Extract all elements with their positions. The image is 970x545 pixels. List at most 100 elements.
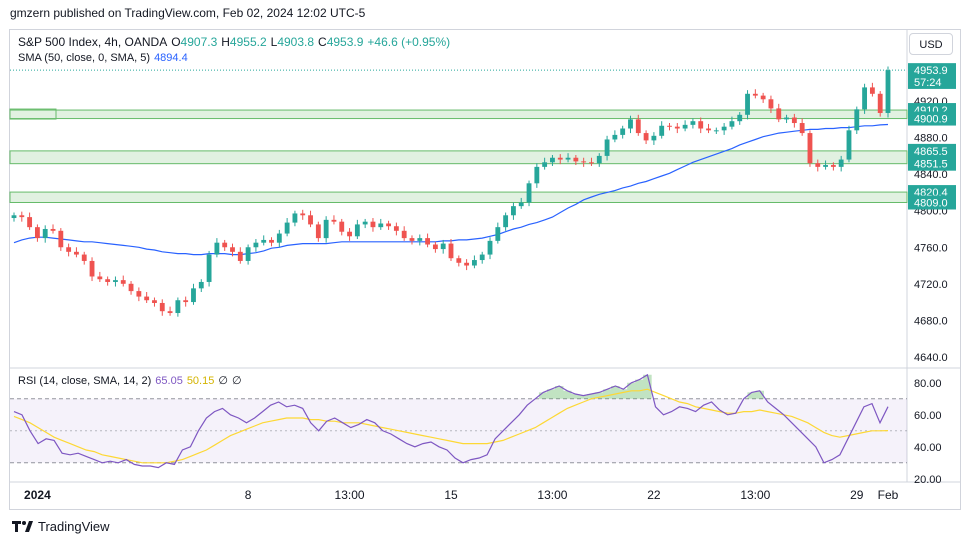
candle-body <box>846 130 852 160</box>
candle-body <box>885 70 891 113</box>
candle-body <box>50 228 56 231</box>
candle-body <box>635 119 641 134</box>
candle-body <box>479 254 485 261</box>
candle-body <box>74 251 79 255</box>
publish-header: gmzern published on TradingView.com, Feb… <box>10 6 366 20</box>
low-label: L <box>270 35 278 49</box>
price-badge-label: 4809.0 <box>914 197 948 209</box>
candle-body <box>620 128 626 135</box>
candle-body <box>417 238 423 241</box>
candle-body <box>81 254 87 261</box>
close-value: 4953.9 <box>326 35 364 49</box>
currency-button[interactable]: USD <box>909 33 953 55</box>
time-tick-label: 13:00 <box>335 488 365 502</box>
candle-body <box>487 240 493 255</box>
candle-body <box>136 291 142 297</box>
candle-body <box>167 311 173 314</box>
change-value: +46.6 (+0.95%) <box>367 35 451 49</box>
candle-body <box>276 233 282 243</box>
rsi-value: 65.05 <box>155 375 183 387</box>
candle-body <box>776 108 782 120</box>
candle-body <box>245 247 251 261</box>
candle-body <box>503 215 509 228</box>
price-badge <box>908 156 956 171</box>
candle-body <box>42 228 48 239</box>
candle-body <box>534 166 540 184</box>
price-tick-label: 4680.0 <box>914 315 948 327</box>
footer-brand[interactable]: TradingView <box>12 519 110 534</box>
price-tick-label: 4840.0 <box>914 169 948 181</box>
price-badge <box>908 143 956 158</box>
candle-body <box>440 243 446 250</box>
candle-body <box>838 159 844 167</box>
candle-body <box>589 162 594 164</box>
candle-body <box>729 121 735 127</box>
candle-body <box>409 238 415 241</box>
low-value: 4903.8 <box>277 35 315 49</box>
time-tick-label: 8 <box>245 488 252 502</box>
price-badge-label: 4953.9 <box>914 65 948 77</box>
candle-body <box>425 238 431 245</box>
candle-body <box>682 124 688 129</box>
candle-body <box>222 242 228 248</box>
price-legend: S&P 500 Index, 4h, OANDA O4907.3 H4955.2 L4… <box>18 35 454 49</box>
candle-body <box>331 219 337 222</box>
candle-body <box>393 226 399 231</box>
candle-body <box>706 128 711 131</box>
time-tick-label: 13:00 <box>740 488 770 502</box>
candle-body <box>292 213 298 223</box>
rsi-tick-label: 20.00 <box>914 474 942 486</box>
candle-body <box>760 95 766 100</box>
candle-body <box>58 230 64 248</box>
rsi-tick-label: 60.00 <box>914 410 942 422</box>
rsi-sma-value: 50.15 <box>186 375 215 387</box>
candle-body <box>214 242 220 255</box>
time-tick-label: 15 <box>444 488 458 502</box>
rsi-sma-line <box>13 388 889 464</box>
footer-brand-label: TradingView <box>38 519 110 534</box>
high-label: H <box>221 35 230 49</box>
high-value: 4955.2 <box>229 35 267 49</box>
zone-0 <box>9 109 908 120</box>
rsi-overbought-fill <box>538 374 764 399</box>
candle-body <box>737 114 743 122</box>
candle-body <box>323 219 329 239</box>
candle-body <box>448 243 454 259</box>
candle-body <box>752 93 758 96</box>
rsi-tick-label: 80.00 <box>914 378 942 390</box>
open-label: O <box>171 35 181 49</box>
rsi-label[interactable]: RSI (14, close, SMA, 14, 2) <box>18 375 152 387</box>
candle-body <box>581 161 587 163</box>
candle-body <box>308 215 313 225</box>
candle-body <box>89 260 95 277</box>
candle-body <box>66 247 72 252</box>
candle-body <box>628 119 633 129</box>
candle-body <box>565 157 571 160</box>
candle-body <box>690 121 696 125</box>
candle-body <box>659 125 665 136</box>
candle-body <box>550 157 555 163</box>
candle-body <box>206 254 212 282</box>
zone-outline-left <box>9 108 57 120</box>
candle-body <box>495 227 501 241</box>
candle-body <box>230 247 235 252</box>
candle-body <box>362 221 368 225</box>
candle-body <box>596 155 602 164</box>
candle-body <box>612 134 618 140</box>
candle-body <box>456 258 462 263</box>
rsi-tick-label: 40.00 <box>914 442 942 454</box>
candle-body <box>183 300 189 303</box>
price-tick-label: 4640.0 <box>914 352 948 364</box>
candle-body <box>518 202 524 207</box>
sma-label[interactable]: SMA (50, close, 0, SMA, 5) <box>18 52 151 64</box>
symbol-label[interactable]: S&P 500 Index, 4h, OANDA <box>18 35 168 49</box>
candle-body <box>698 121 704 129</box>
candle-body <box>159 302 165 312</box>
candle-body <box>152 300 157 303</box>
rsi-extra-2: ∅ <box>231 375 242 387</box>
candle-body <box>823 165 828 167</box>
candle-body <box>830 165 836 167</box>
candle-body <box>113 280 118 282</box>
time-tick-label: 13:00 <box>537 488 567 502</box>
